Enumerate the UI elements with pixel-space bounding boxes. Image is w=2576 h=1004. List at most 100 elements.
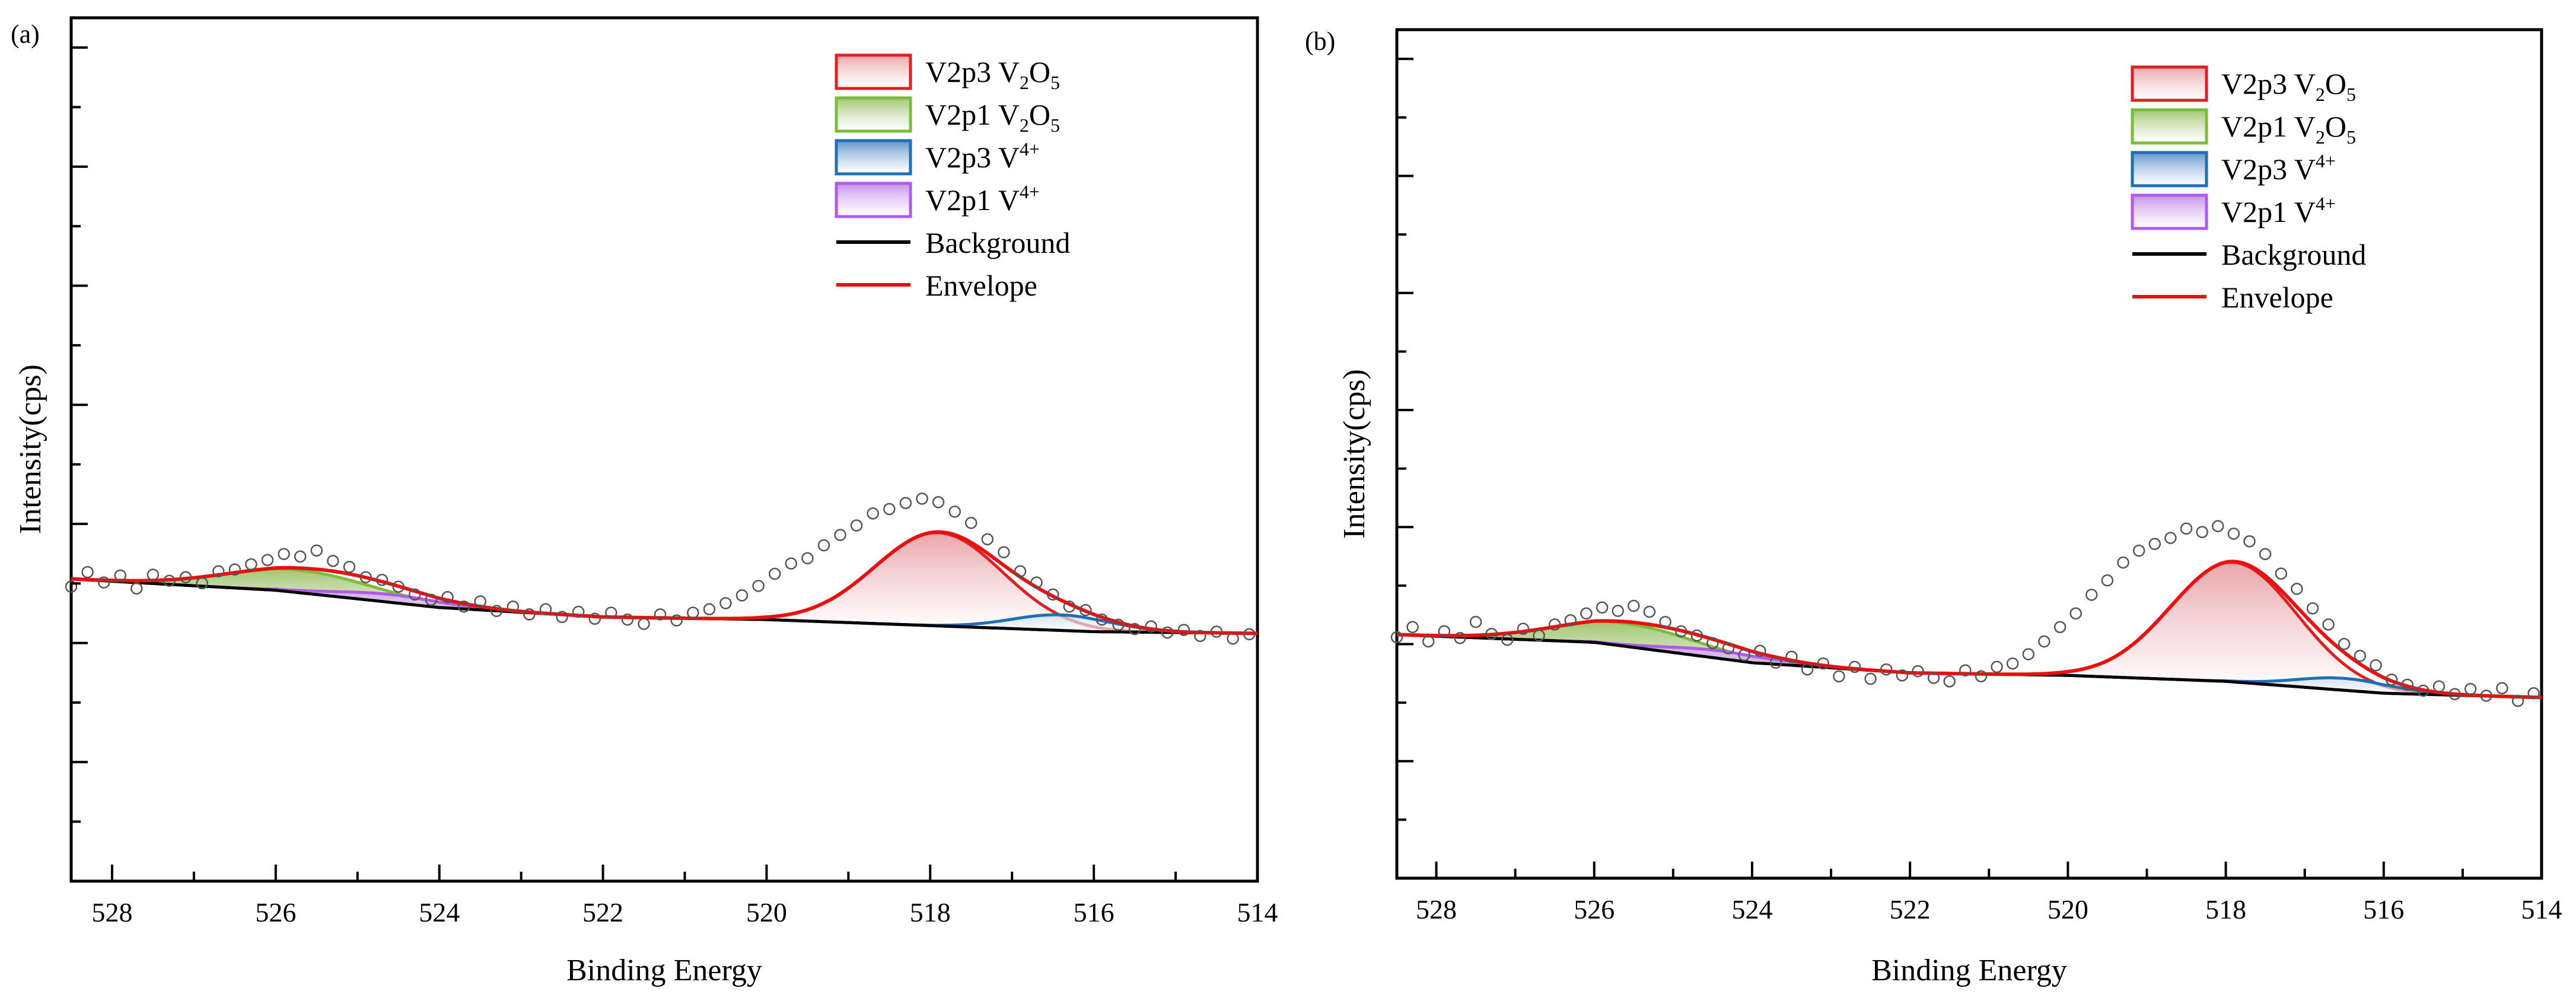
data-point [294, 550, 307, 563]
data-point [474, 595, 486, 608]
data-point [768, 567, 781, 580]
data-point [147, 568, 160, 581]
x-tick-label: 526 [255, 897, 296, 927]
data-point [735, 589, 749, 602]
data-point [261, 554, 274, 566]
data-point [1738, 649, 1750, 662]
legend-item-v2p1_v4: V2p1 V4+ [2131, 193, 2336, 230]
legend-swatch [835, 139, 912, 176]
data-point [2401, 678, 2413, 691]
x-tick-label: 516 [2363, 894, 2404, 924]
data-point [2338, 638, 2351, 650]
data-point [1943, 675, 1956, 688]
legend-swatch [2131, 65, 2208, 102]
data-point [1833, 670, 1845, 682]
data-point [654, 608, 667, 621]
data-point [1848, 660, 1861, 673]
legend-label: Background [925, 226, 1070, 259]
data-point [2164, 532, 2177, 544]
data-point [1659, 615, 1671, 628]
x-tick-label: 524 [419, 897, 460, 927]
data-point [409, 588, 421, 601]
x-tick-label: 526 [1574, 894, 1615, 924]
data-point [327, 554, 339, 567]
data-point [1643, 605, 1656, 618]
panel-label-b: (b) [1305, 27, 1335, 56]
x-tick-label: 522 [582, 897, 623, 927]
data-point [2180, 522, 2193, 535]
data-point [1785, 650, 1798, 663]
data-point [1390, 631, 1403, 644]
x-tick-label: 522 [1890, 894, 1931, 924]
data-point [228, 563, 241, 576]
x-tick-label: 520 [2048, 894, 2088, 924]
data-point [899, 497, 912, 509]
data-point [1690, 629, 1703, 642]
legend-label: Envelope [2221, 281, 2333, 314]
data-point [1754, 644, 1766, 657]
data-point [2132, 544, 2145, 557]
legend-item-background: Background [836, 226, 1070, 259]
legend-label: V2p1 V2O5 [925, 98, 1060, 136]
data-point [1628, 599, 1640, 612]
data-point [2259, 548, 2272, 560]
data-point [2101, 574, 2114, 587]
plot-frame-b [1395, 28, 2543, 880]
data-point [687, 606, 699, 619]
data-point [2038, 635, 2050, 648]
legend-item-v2p3_v4: V2p3 V4+ [2131, 150, 2336, 188]
legend-swatch [835, 182, 912, 218]
data-point [1145, 620, 1157, 633]
data-point [523, 608, 536, 621]
component-area-v2p3_v2o5 [71, 532, 1257, 634]
data-point [1674, 625, 1687, 638]
y-axis-title-b: Intensity(cps) [1338, 369, 1371, 539]
data-point [1864, 672, 1877, 685]
data-point [2511, 694, 2524, 707]
data-point [1975, 670, 1988, 682]
data-point [2275, 567, 2288, 580]
data-point [2322, 618, 2335, 631]
data-point [588, 612, 601, 625]
data-point [703, 603, 716, 615]
y-axis-title-a: Intensity(cps) [14, 364, 47, 534]
data-point [1485, 627, 1498, 640]
data-point [2385, 673, 2398, 686]
data-point [2117, 556, 2129, 569]
data-point [1580, 607, 1593, 620]
data-point [1533, 629, 1545, 642]
legend-swatch [2131, 193, 2208, 230]
data-point [2006, 657, 2019, 670]
axis-ticks-b: 528 526 524 522 520 518 516 514 [1397, 58, 2562, 924]
plot-frame-a [69, 16, 1259, 883]
data-point [1243, 628, 1256, 641]
data-point [1046, 588, 1059, 601]
data-point [2306, 602, 2319, 615]
data-point [2527, 687, 2540, 700]
plot-area-a [65, 493, 1258, 645]
component-area-v2p1_v2o5 [1397, 621, 2542, 698]
legend-swatch [2131, 108, 2208, 145]
data-point [1128, 622, 1141, 636]
legend-label: V2p3 V2O5 [925, 55, 1060, 93]
data-point [2022, 648, 2035, 660]
legend-swatch [835, 96, 912, 133]
data-point [1927, 672, 1940, 684]
x-tick-label: 520 [746, 897, 787, 927]
x-tick-label: 528 [91, 897, 132, 927]
data-point [245, 558, 257, 571]
data-point [1063, 601, 1076, 613]
data-point [507, 601, 520, 613]
data-point [850, 519, 863, 532]
x-tick-label: 518 [2205, 894, 2246, 924]
data-point [1177, 624, 1190, 636]
data-point [556, 611, 568, 624]
data-point [998, 546, 1010, 558]
legend-item-v2p3_v2o5: V2p3 V2O5 [835, 53, 1060, 93]
data-point [179, 571, 192, 584]
x-axis-title-a: Binding Energy [566, 954, 762, 987]
data-point [375, 573, 389, 586]
legend-item-v2p3_v2o5: V2p3 V2O5 [2131, 65, 2356, 105]
data-point [1706, 637, 1719, 650]
